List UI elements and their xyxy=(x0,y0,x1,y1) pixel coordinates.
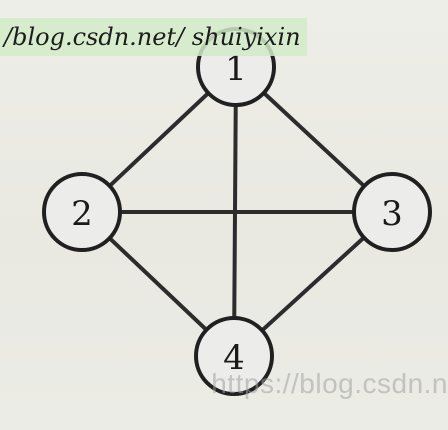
watermark-bottom: https://blog.csdn.n xyxy=(211,368,448,399)
node-circle xyxy=(352,172,432,252)
edges-group xyxy=(80,65,394,358)
node-label: 3 xyxy=(381,194,403,234)
node-label: 2 xyxy=(71,194,93,234)
node-label: 4 xyxy=(223,338,245,378)
node-2: 2 xyxy=(42,172,122,252)
node-3: 3 xyxy=(352,172,432,252)
nodes-group: 1 2 3 4 xyxy=(42,27,432,396)
node-circle xyxy=(194,316,274,396)
node-label: 1 xyxy=(225,49,247,89)
node-circle xyxy=(42,172,122,252)
watermark-top: /blog.csdn.net/ shuiyixin xyxy=(0,18,307,56)
node-4: 4 xyxy=(194,316,274,396)
